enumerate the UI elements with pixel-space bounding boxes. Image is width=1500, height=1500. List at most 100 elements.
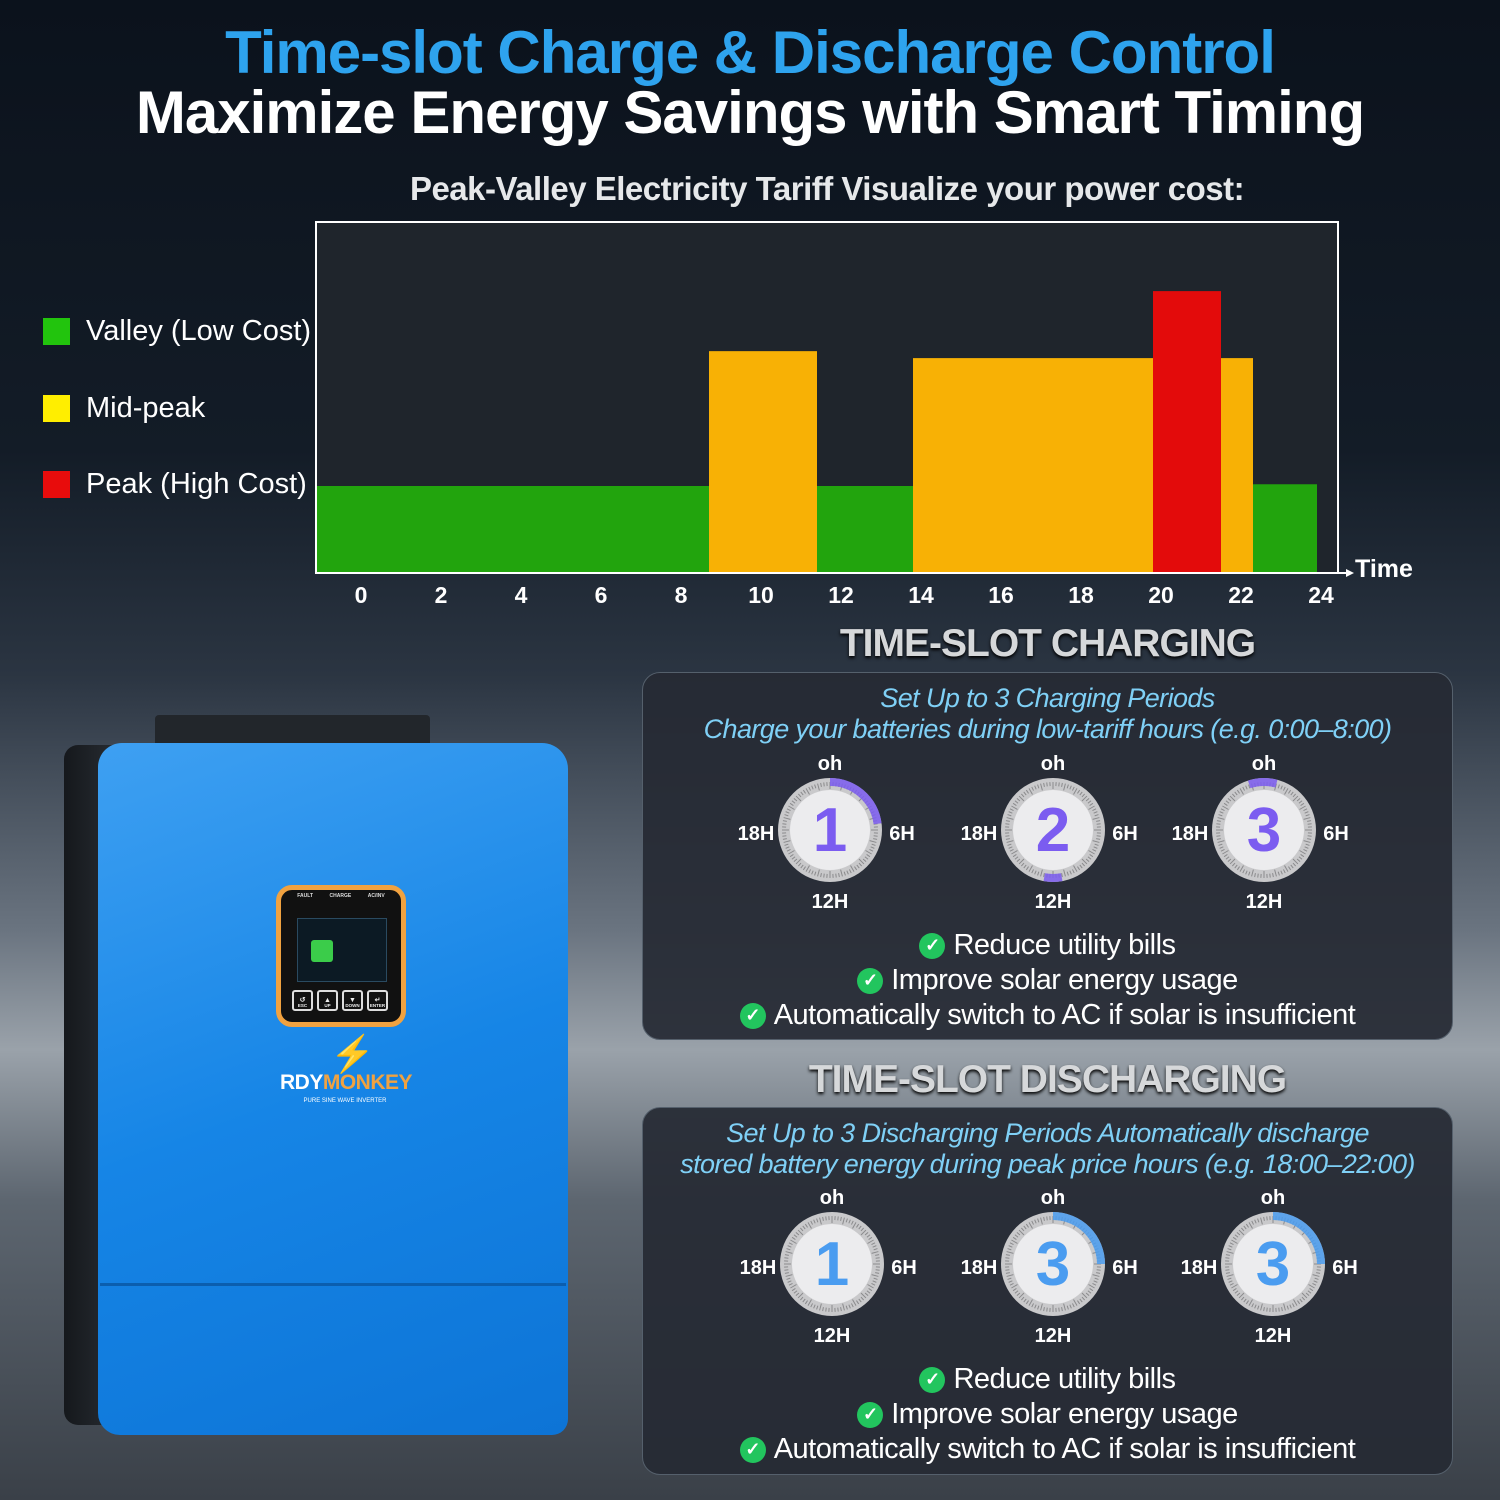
bar-mid-peak xyxy=(709,351,817,572)
bar-mid-peak xyxy=(1221,358,1253,572)
bullet: ✓ Reduce utility bills xyxy=(643,1363,1452,1396)
x-tick-label: 14 xyxy=(908,582,934,608)
x-tick-label: 10 xyxy=(748,582,774,608)
clock-label-right: 6H xyxy=(1112,1257,1138,1279)
time-slot-arc xyxy=(829,778,882,825)
bullet: ✓ Improve solar energy usage xyxy=(643,1398,1452,1431)
clock-dial-icon: 1 xyxy=(778,778,882,882)
legend-peak: Peak (High Cost) xyxy=(43,468,307,501)
time-slot-arc xyxy=(1052,1212,1105,1265)
indicator-fault: FAULT xyxy=(297,893,314,899)
clock-label-top: oh xyxy=(1040,1187,1066,1209)
check-icon: ✓ xyxy=(739,1002,766,1029)
bar-peak xyxy=(1153,291,1221,572)
period-number: 3 xyxy=(1256,1230,1290,1299)
check-icon: ✓ xyxy=(739,1436,766,1463)
charging-heading: TIME-SLOT CHARGING xyxy=(839,622,1256,665)
x-axis-label: Time xyxy=(1355,555,1413,583)
up-button[interactable]: ▲ UP xyxy=(317,990,338,1011)
down-icon: ▼ xyxy=(349,996,356,1004)
indicator-charge: CHARGE xyxy=(329,893,352,899)
clock-label-bottom: 12H xyxy=(1254,1325,1292,1347)
inverter-front xyxy=(98,743,568,1435)
lcd-display: FAULT CHARGE AC/INV ↺ ESC ▲ UP ▼ DOWN ↵ ENTE… xyxy=(276,885,406,1027)
check-icon: ✓ xyxy=(919,932,946,959)
time-slot-arc xyxy=(1043,873,1063,882)
down-button[interactable]: ▼ DOWN xyxy=(342,990,363,1011)
enter-button[interactable]: ↵ ENTER xyxy=(367,990,388,1011)
clock-label-left: 18H xyxy=(1171,823,1209,845)
clock-label-top: oh xyxy=(819,1187,845,1209)
x-tick-label: 12 xyxy=(828,582,854,608)
button-label: ENTER xyxy=(369,1002,386,1008)
time-slot-arc xyxy=(1247,778,1278,789)
axis-arrow-icon xyxy=(1346,569,1354,577)
clock-label-bottom: 12H xyxy=(1245,891,1283,913)
brand-tagline: PURE SINE WAVE INVERTER xyxy=(303,1098,387,1104)
bullet-text: Automatically switch to AC if solar is i… xyxy=(773,1433,1356,1465)
bullet-text: Reduce utility bills xyxy=(953,1363,1176,1395)
legend-swatch xyxy=(43,471,70,498)
esc-button[interactable]: ↺ ESC xyxy=(292,990,313,1011)
x-tick-label: 22 xyxy=(1228,582,1254,608)
bullet: ✓ Reduce utility bills xyxy=(643,929,1452,962)
bullet: ✓ Automatically switch to AC if solar is … xyxy=(643,1433,1452,1466)
charging-desc-2: Charge your batteries during low-tariff … xyxy=(703,714,1392,744)
clock-dial-icon: 2 xyxy=(1001,778,1105,882)
clock-3: 3 oh 6H 12H 18H xyxy=(1164,745,1364,915)
clock-label-left: 18H xyxy=(960,823,998,845)
period-number: 3 xyxy=(1036,1230,1070,1299)
lightning-logo-icon: ⚡ xyxy=(330,1033,375,1074)
clock-dial-icon: 3 xyxy=(1212,778,1316,882)
bar-valley xyxy=(817,486,913,572)
brand-part: RDY xyxy=(280,1071,323,1094)
clock-label-top: oh xyxy=(1040,753,1066,775)
lcd-battery-icon xyxy=(311,940,333,962)
bullet-text: Improve solar energy usage xyxy=(891,964,1238,996)
clock-label-right: 6H xyxy=(1112,823,1138,845)
button-label: DOWN xyxy=(345,1002,360,1008)
lcd-buttons: ↺ ESC ▲ UP ▼ DOWN ↵ ENTER xyxy=(292,990,388,1011)
x-tick-label: 4 xyxy=(515,582,528,608)
clock-label-bottom: 12H xyxy=(811,891,849,913)
check-icon: ✓ xyxy=(857,967,884,994)
time-slot-arc xyxy=(1272,1212,1325,1265)
check-icon: ✓ xyxy=(857,1401,884,1428)
charging-desc-1: Set Up to 3 Charging Periods xyxy=(880,683,1215,713)
enter-icon: ↵ xyxy=(374,996,381,1004)
clock-1: 1 oh 6H 12H 18H xyxy=(730,745,930,915)
clock-label-right: 6H xyxy=(1332,1257,1358,1279)
brand-part: MONKEY xyxy=(322,1071,413,1094)
charging-panel: Set Up to 3 Charging Periods Charge your… xyxy=(642,672,1453,1040)
legend-label: Valley (Low Cost) xyxy=(86,315,312,347)
clock-label-left: 18H xyxy=(739,1257,777,1279)
clock-2: 3 oh 6H 12H 18H xyxy=(953,1179,1153,1349)
clock-dial-icon: 3 xyxy=(1001,1212,1105,1316)
main-subtitle: Maximize Energy Savings with Smart Timin… xyxy=(135,79,1365,146)
x-tick-label: 0 xyxy=(355,582,368,608)
brand-logo: RDYMONKEY xyxy=(280,1071,413,1095)
legend-valley: Valley (Low Cost) xyxy=(43,315,311,348)
clock-dial-icon: 1 xyxy=(780,1212,884,1316)
discharging-desc-2: stored battery energy during peak price … xyxy=(680,1149,1415,1179)
bar-mid-peak xyxy=(913,358,1153,572)
bullet-text: Automatically switch to AC if solar is i… xyxy=(773,999,1356,1031)
button-label: ESC xyxy=(297,1002,308,1008)
clock-label-top: oh xyxy=(1260,1187,1286,1209)
indicator-ac-inv: AC/INV xyxy=(367,893,385,899)
lcd-indicators: FAULT CHARGE AC/INV xyxy=(289,893,393,899)
period-number: 3 xyxy=(1247,796,1281,865)
bullet: ✓ Improve solar energy usage xyxy=(643,964,1452,997)
clock-2: 2 oh 6H 12H 18H xyxy=(953,745,1153,915)
period-number: 1 xyxy=(815,1230,849,1299)
clock-label-right: 6H xyxy=(889,823,915,845)
x-tick-label: 18 xyxy=(1068,582,1094,608)
legend-mid-peak: Mid-peak xyxy=(43,392,205,425)
clock-label-left: 18H xyxy=(960,1257,998,1279)
bar-valley xyxy=(317,486,709,572)
legend-label: Mid-peak xyxy=(86,392,206,424)
x-tick-label: 6 xyxy=(595,582,608,608)
clock-label-top: oh xyxy=(817,753,843,775)
bullet: ✓ Automatically switch to AC if solar is … xyxy=(643,999,1452,1032)
